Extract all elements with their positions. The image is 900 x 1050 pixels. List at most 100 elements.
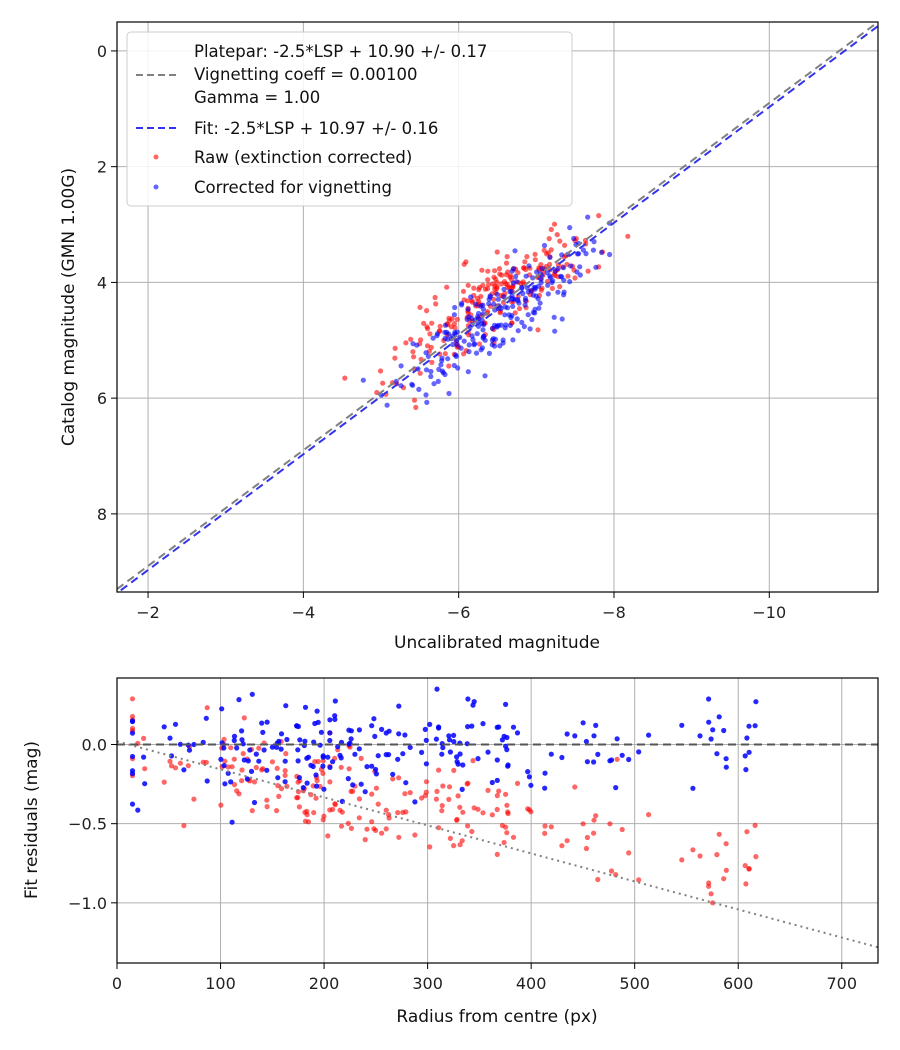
corrected-point (430, 335, 436, 341)
raw-residual-point (400, 809, 406, 816)
raw-residual-point (283, 751, 289, 757)
corrected-point (446, 390, 452, 397)
corrected-residual-point (314, 783, 320, 789)
legend-corrected-label: Corrected for vignetting (194, 178, 392, 197)
raw-residual-point (470, 758, 476, 764)
corrected-residual-point (346, 741, 352, 747)
corrected-residual-point (320, 763, 326, 769)
raw-residual-point (264, 797, 270, 803)
raw-point (504, 254, 510, 260)
raw-point (554, 232, 560, 238)
raw-residual-point (744, 829, 750, 835)
corrected-residual-point (451, 732, 457, 739)
corrected-residual-point (315, 719, 321, 726)
x-tick-label: 700 (826, 974, 857, 993)
raw-residual-point (296, 804, 302, 810)
raw-point (535, 327, 541, 333)
corrected-residual-point (304, 780, 310, 786)
corrected-point (445, 356, 451, 362)
corrected-point (535, 283, 542, 289)
corrected-point (458, 345, 464, 351)
bottom-y-ticks: 0.0 −0.5 −1.0 (68, 736, 117, 913)
corrected-residual-point (723, 756, 729, 762)
corrected-residual-point (345, 776, 351, 782)
raw-residual-point (356, 815, 362, 821)
raw-residual-point (446, 784, 453, 790)
corrected-residual-point (260, 729, 266, 736)
corrected-point (521, 323, 527, 330)
raw-residual-point (375, 801, 381, 807)
corrected-residual-point (274, 744, 280, 750)
raw-residual-point (465, 823, 471, 829)
raw-residual-point (325, 833, 331, 839)
corrected-residual-point (256, 758, 262, 764)
corrected-residual-point (646, 732, 652, 738)
corrected-residual-point (591, 733, 597, 739)
raw-residual-point (503, 824, 509, 830)
corrected-residual-point (697, 733, 703, 739)
raw-point (446, 363, 452, 369)
corrected-residual-point (302, 738, 308, 744)
raw-point (479, 267, 485, 273)
raw-residual-point (679, 857, 685, 863)
raw-residual-point (593, 813, 599, 819)
corrected-residual-point (396, 703, 402, 709)
corrected-point (470, 337, 476, 343)
corrected-point (434, 333, 440, 339)
corrected-point (574, 269, 580, 275)
raw-point (498, 281, 505, 287)
corrected-residual-point (439, 751, 445, 757)
raw-point (572, 275, 578, 281)
raw-residual-point (373, 785, 379, 791)
raw-point (474, 295, 480, 301)
raw-point (524, 254, 530, 260)
corrected-residual-point (375, 753, 381, 759)
corrected-residual-point (469, 723, 475, 729)
corrected-point (478, 347, 484, 353)
raw-point (429, 359, 435, 365)
corrected-point (495, 296, 501, 302)
raw-residual-point (345, 820, 351, 827)
corrected-residual-point (348, 736, 354, 742)
corrected-residual-point (613, 785, 619, 791)
corrected-point (435, 378, 441, 384)
raw-residual-point (542, 823, 548, 829)
raw-residual-point (327, 807, 333, 813)
raw-point (403, 340, 409, 346)
y-tick-label: 2 (97, 158, 107, 177)
raw-residual-point (548, 824, 554, 830)
corrected-residual-point (423, 737, 429, 744)
raw-point (532, 257, 538, 263)
corrected-point (436, 366, 442, 372)
corrected-residual-point (310, 763, 316, 770)
corrected-residual-point (259, 720, 265, 726)
raw-point (424, 343, 431, 349)
corrected-point (423, 367, 430, 373)
raw-residual-point (436, 825, 442, 831)
raw-point (454, 316, 460, 322)
raw-residual-point (419, 795, 425, 801)
corrected-residual-point (245, 758, 251, 764)
legend-raw-label: Raw (extinction corrected) (194, 148, 412, 167)
bottom-corrected-points (129, 686, 759, 825)
raw-residual-point (129, 725, 136, 732)
x-tick-label: 500 (619, 974, 650, 993)
raw-residual-point (454, 817, 460, 823)
raw-residual-point (251, 779, 258, 785)
raw-residual-point (256, 745, 262, 751)
corrected-point (507, 322, 513, 328)
raw-residual-point (614, 756, 620, 762)
corrected-point (607, 251, 613, 258)
corrected-residual-point (407, 744, 413, 751)
corrected-point (501, 294, 507, 300)
raw-point (424, 308, 430, 314)
raw-residual-point (321, 813, 327, 819)
corrected-point (504, 305, 511, 311)
corrected-residual-point (395, 756, 401, 762)
top-y-axis-label: Catalog magnitude (GMN 1.00G) (59, 168, 79, 446)
raw-residual-point (231, 782, 238, 788)
corrected-residual-point (129, 753, 136, 760)
corrected-point (555, 266, 561, 272)
raw-residual-point (239, 778, 245, 784)
corrected-point (442, 322, 448, 328)
